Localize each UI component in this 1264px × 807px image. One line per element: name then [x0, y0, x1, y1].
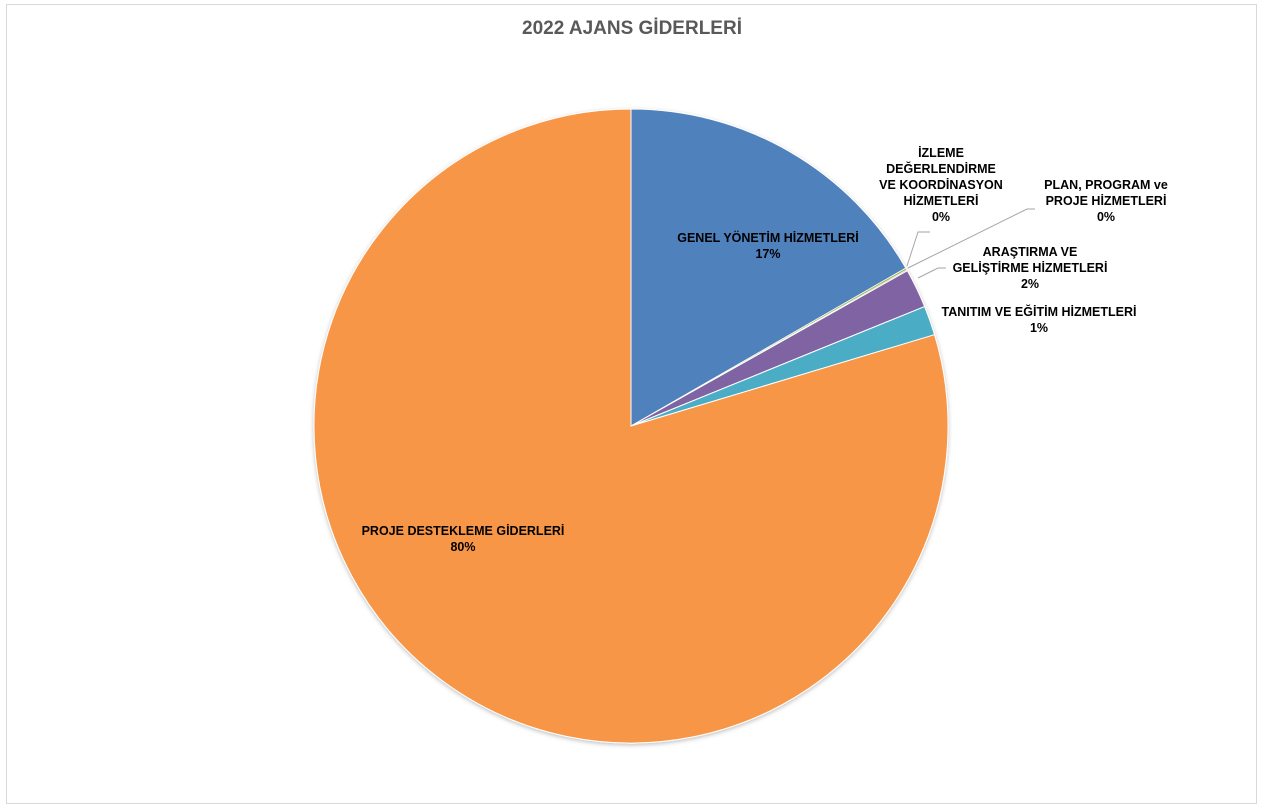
data-label-name-2: PROJE HİZMETLERİ — [1046, 193, 1167, 208]
data-label-name-1: DEĞERLENDİRME — [886, 161, 996, 176]
data-label-percent-5: 80% — [450, 540, 475, 554]
data-label-name-4: TANITIM VE EĞİTİM HİZMETLERİ — [942, 304, 1137, 319]
data-label-percent-1: 0% — [932, 210, 950, 224]
data-label-name-3: GELİŞTİRME HİZMETLERİ — [953, 260, 1108, 275]
data-label-name-1: İZLEME — [918, 145, 964, 160]
leader-line-1 — [906, 231, 930, 267]
leader-line-2 — [907, 208, 1035, 269]
pie-slice-0 — [630, 108, 907, 427]
data-label-name-1: VE KOORDİNASYON — [879, 177, 1003, 192]
data-label-name-0: GENEL YÖNETİM HİZMETLERİ — [677, 230, 859, 245]
data-label-name-5: PROJE DESTEKLEME GİDERLERİ — [362, 523, 565, 538]
data-label-name-3: ARAŞTIRMA VE — [983, 245, 1078, 259]
data-label-name-1: HİZMETLERİ — [904, 193, 979, 208]
data-label-percent-4: 1% — [1030, 321, 1048, 335]
leader-line-3 — [917, 267, 946, 279]
data-label-name-2: PLAN, PROGRAM ve — [1044, 178, 1168, 192]
data-label-percent-3: 2% — [1021, 277, 1039, 291]
pie-slice-5 — [313, 108, 949, 744]
data-label-percent-2: 0% — [1097, 210, 1115, 224]
data-label-percent-0: 17% — [755, 247, 780, 261]
chart-title: 2022 AJANS GİDERLERİ — [522, 18, 742, 39]
